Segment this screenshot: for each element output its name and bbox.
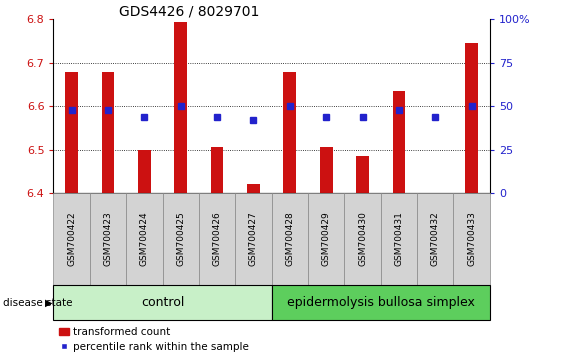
Text: epidermolysis bullosa simplex: epidermolysis bullosa simplex (287, 296, 475, 309)
Text: GSM700430: GSM700430 (358, 211, 367, 267)
Text: GSM700426: GSM700426 (213, 212, 222, 266)
Text: GSM700427: GSM700427 (249, 212, 258, 266)
Bar (345, 193, 381, 285)
Text: GSM700422: GSM700422 (67, 212, 76, 266)
Legend: transformed count, percentile rank within the sample: transformed count, percentile rank withi… (59, 327, 249, 352)
Bar (381, 193, 417, 285)
Bar (356, 156, 369, 193)
Bar (247, 184, 260, 193)
Bar (90, 193, 126, 285)
Bar (392, 91, 405, 193)
Text: GSM700428: GSM700428 (285, 212, 294, 266)
Bar (417, 193, 453, 285)
Bar (65, 72, 78, 193)
Bar (163, 193, 199, 285)
Bar (138, 149, 151, 193)
Text: disease state: disease state (3, 298, 72, 308)
Bar (272, 285, 490, 320)
Text: GSM700425: GSM700425 (176, 212, 185, 266)
Text: GSM700433: GSM700433 (467, 211, 476, 267)
Bar (320, 147, 333, 193)
Bar (175, 22, 187, 193)
Bar (53, 285, 271, 320)
Text: ▶: ▶ (45, 298, 52, 308)
Text: GDS4426 / 8029701: GDS4426 / 8029701 (119, 4, 260, 18)
Text: GSM700429: GSM700429 (321, 212, 330, 266)
Bar (283, 72, 296, 193)
Bar (199, 193, 235, 285)
Bar (211, 147, 224, 193)
Text: control: control (141, 296, 184, 309)
Text: GSM700432: GSM700432 (431, 212, 440, 266)
Bar (102, 72, 114, 193)
Bar (53, 193, 90, 285)
Bar (235, 193, 271, 285)
Text: GSM700431: GSM700431 (395, 211, 404, 267)
Bar (465, 43, 478, 193)
Text: GSM700423: GSM700423 (104, 212, 113, 266)
Text: GSM700424: GSM700424 (140, 212, 149, 266)
Bar (308, 193, 345, 285)
Bar (453, 193, 490, 285)
Bar (126, 193, 163, 285)
Bar (272, 193, 308, 285)
